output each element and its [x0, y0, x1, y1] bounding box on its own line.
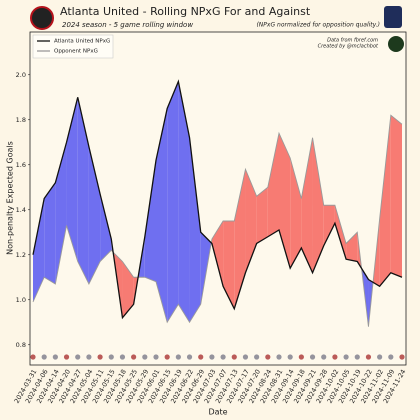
opponent-logo: [186, 354, 193, 360]
series-line: [32, 79, 403, 320]
fill-segment: [77, 97, 89, 284]
fill-segment: [88, 146, 101, 284]
fill-segment: [167, 81, 179, 323]
opponent-logo: [254, 354, 260, 360]
y-tick-label: 2.0: [16, 71, 26, 79]
fill-segment: [234, 169, 246, 309]
y-tick-label: 1.8: [16, 116, 26, 124]
opponent-logo: [108, 354, 114, 360]
fill-segment: [279, 133, 291, 269]
opponent-logo: [75, 354, 81, 360]
fill-segment: [290, 158, 302, 269]
opponent-logo: [343, 354, 349, 360]
team-logo: [30, 6, 54, 30]
fill-segment: [189, 137, 201, 323]
opponent-logo: [298, 354, 304, 360]
opponent-logo: [209, 354, 215, 360]
fill-segment: [323, 205, 335, 246]
fill-segment: [33, 198, 45, 302]
fill-segment: [223, 221, 235, 309]
opponent-logo: [354, 354, 360, 360]
author-logo: [388, 36, 404, 52]
fill-segment: [245, 169, 257, 273]
opponent-logo: [220, 354, 226, 360]
opponent-logo: [175, 354, 181, 360]
fill-segment: [334, 205, 347, 260]
legend-label: Opponent NPxG: [54, 49, 98, 55]
fill-segment: [55, 142, 67, 284]
fill-segment: [301, 137, 313, 273]
credit: Created by @mclachbot: [318, 44, 379, 50]
fill-segment: [156, 108, 168, 323]
x-axis-label: Date: [208, 408, 227, 417]
y-axis-label: Non-penalty Expected Goals: [6, 141, 15, 255]
fill-segment: [267, 133, 279, 237]
fill-segment: [390, 115, 402, 278]
source: Data from fbref.com: [327, 38, 378, 44]
opponent-logo: [41, 354, 47, 360]
chart-title: Atlanta United - Rolling NPxG For and Ag…: [60, 5, 311, 18]
opponent-logo: [30, 354, 36, 360]
fill-segment: [312, 137, 324, 273]
opponent-logo: [399, 354, 405, 360]
opponent-logo: [86, 354, 92, 360]
fill-segment: [346, 232, 358, 262]
fill-segment: [100, 194, 112, 262]
y-tick-label: 1.6: [16, 161, 26, 169]
opponent-logo: [377, 354, 383, 360]
y-tick-label: 0.8: [16, 341, 26, 349]
opponent-logo: [332, 354, 338, 360]
opponent-logo: [97, 354, 103, 360]
opponent-logo: [388, 354, 394, 360]
fill-segment: [44, 182, 56, 284]
opponent-logo: [287, 354, 293, 360]
chart-subtitle: 2024 season - 5 game rolling window: [62, 21, 193, 29]
legend-label: Atlanta United NPxG: [54, 39, 110, 45]
opponent-logo: [276, 354, 282, 360]
league-logo: [384, 6, 402, 28]
series-line: [32, 114, 403, 327]
y-tick-label: 1.2: [16, 251, 26, 259]
opponent-logo: [164, 354, 170, 360]
opponent-logo: [231, 354, 237, 360]
opponent-logo: [119, 354, 126, 360]
opponent-logo: [142, 354, 148, 360]
opponent-logo: [52, 354, 58, 360]
legend: [32, 34, 114, 59]
opponent-logo: [242, 354, 249, 360]
opponent-logo: [63, 354, 70, 360]
opponent-logo: [198, 354, 204, 360]
opponent-logo: [365, 354, 372, 360]
y-tick-label: 1.4: [16, 206, 26, 214]
fill-segment: [379, 115, 391, 287]
fill-segment: [256, 187, 268, 244]
fill-segment: [122, 261, 134, 318]
chart-note: (NPxG normalized for opposition quality.…: [256, 22, 380, 29]
opponent-logo: [131, 354, 137, 360]
opponent-logo: [265, 354, 271, 360]
fill-segment: [66, 97, 78, 262]
opponent-logo: [321, 354, 327, 360]
opponent-logo: [153, 354, 159, 360]
opponent-logo: [309, 354, 316, 360]
fill-segment: [211, 221, 224, 287]
fill-segment: [178, 81, 190, 323]
y-tick-label: 1.0: [16, 296, 26, 304]
fill-segment: [144, 160, 156, 282]
